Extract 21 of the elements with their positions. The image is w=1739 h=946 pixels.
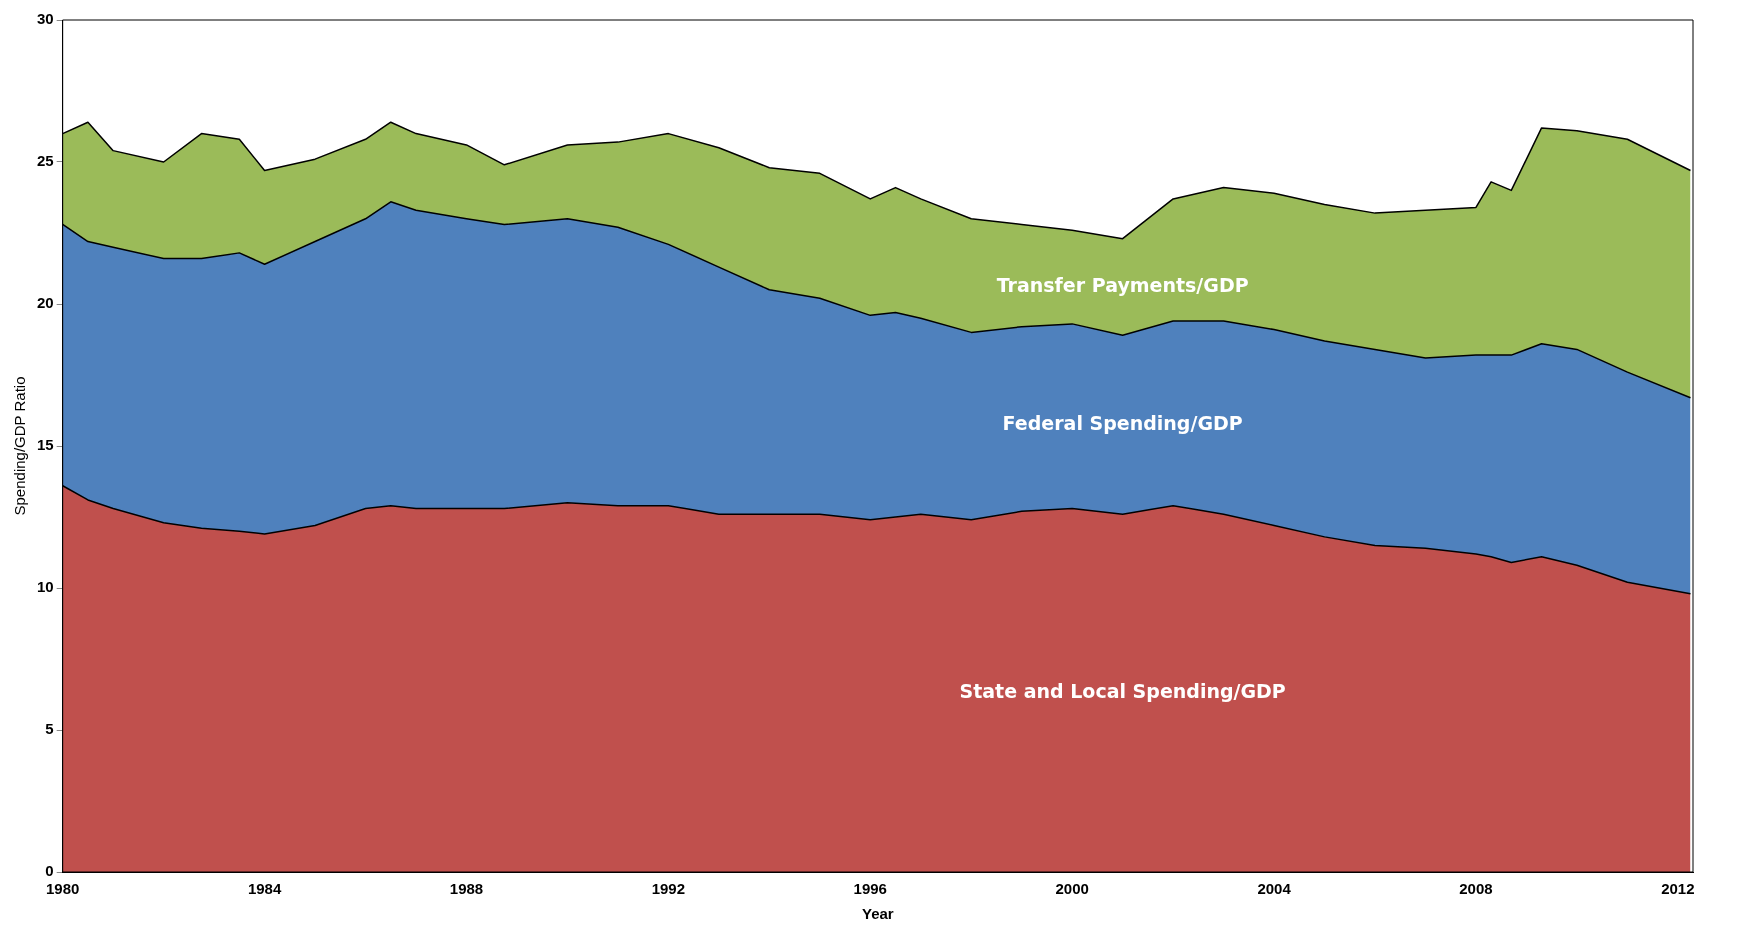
- x-tick-label: 2000: [1055, 880, 1089, 898]
- x-tick-label: 1996: [853, 880, 887, 898]
- x-tick-label: 1980: [46, 880, 80, 898]
- y-tick-label: 30: [37, 10, 54, 28]
- y-tick-label: 20: [37, 294, 54, 312]
- y-tick-label: 15: [37, 436, 54, 454]
- series-label: State and Local Spending/GDP: [959, 680, 1286, 703]
- y-tick-label: 10: [37, 578, 54, 596]
- x-axis-title: Year: [861, 905, 894, 923]
- x-tick-label: 1992: [651, 880, 686, 898]
- x-tick-label: 2008: [1459, 880, 1493, 898]
- series-label: Federal Spending/GDP: [1002, 411, 1243, 434]
- y-tick-label: 5: [45, 720, 54, 738]
- y-axis-title: Spending/GDP Ratio: [11, 376, 29, 516]
- series-label: Transfer Payments/GDP: [996, 273, 1249, 296]
- y-tick-label: 25: [37, 152, 54, 170]
- x-tick-label: 1984: [247, 880, 282, 898]
- y-tick-label: 0: [45, 862, 54, 880]
- x-tick-label: 1988: [449, 880, 484, 898]
- x-tick-label: 2004: [1257, 880, 1292, 898]
- x-tick-label: 2012: [1661, 880, 1695, 898]
